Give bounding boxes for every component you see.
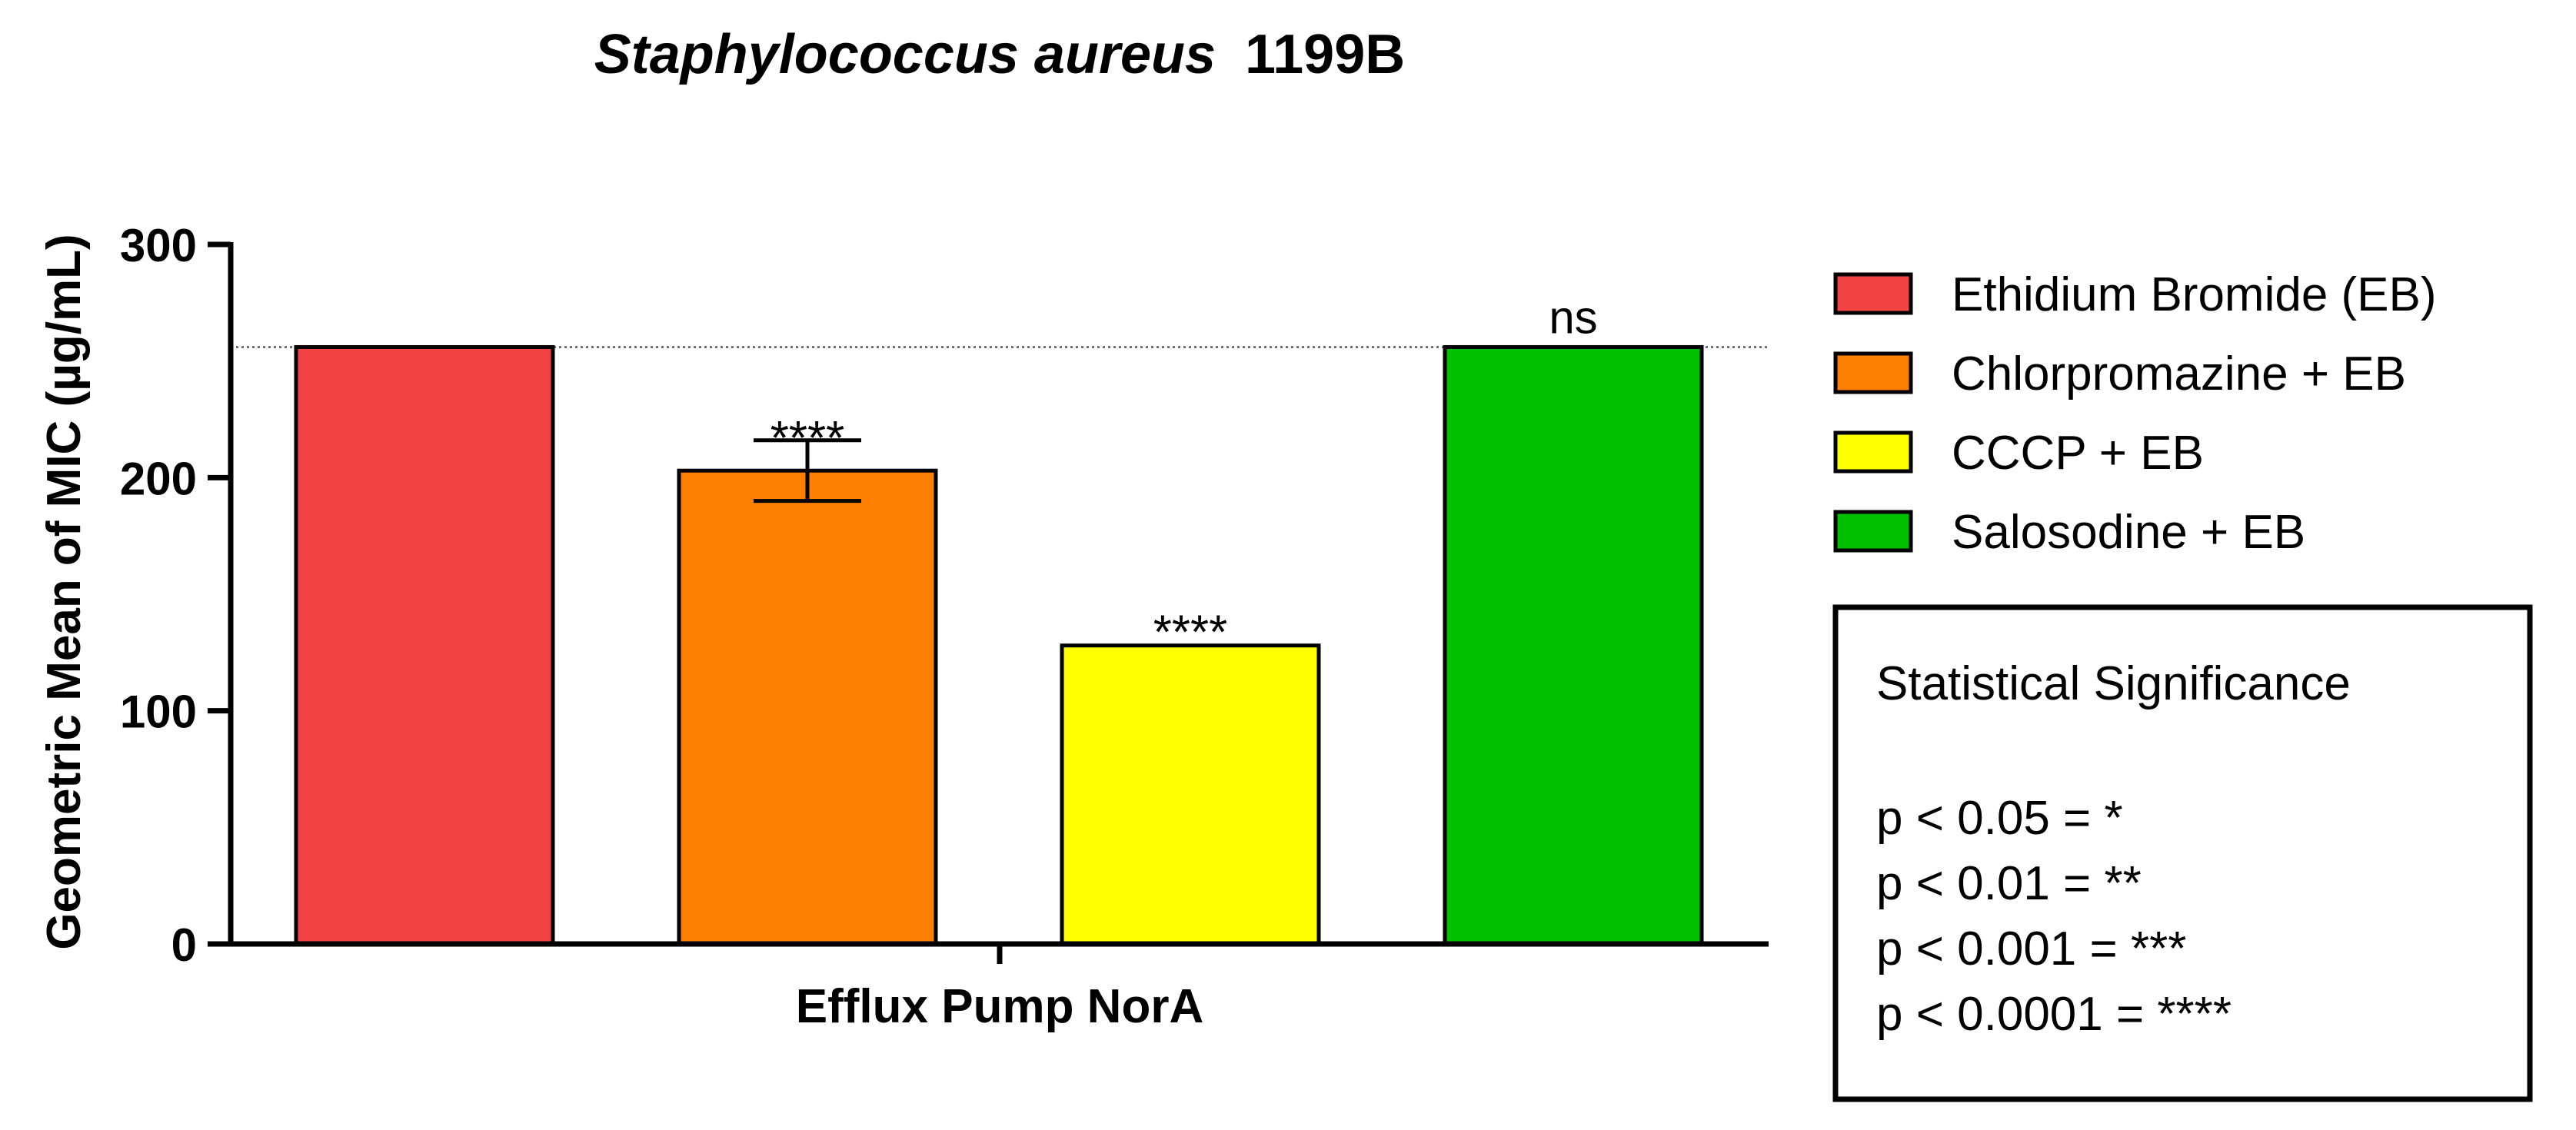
y-tick-label-0: 0 bbox=[171, 919, 197, 971]
y-tick-label-200: 200 bbox=[120, 453, 197, 504]
chart-title-strain: 1199B bbox=[1245, 24, 1405, 85]
legend-swatch-3 bbox=[1833, 430, 1913, 474]
significance-line-2: p < 0.01 = ** bbox=[1876, 857, 2142, 910]
legend-label-4: Salosodine + EB bbox=[1952, 506, 2305, 559]
chart-title: Staphylococcus aureus 1199B bbox=[594, 24, 1406, 85]
bar-1 bbox=[294, 344, 555, 946]
y-tick-label-100: 100 bbox=[120, 686, 197, 738]
significance-label-3: **** bbox=[1153, 607, 1228, 660]
y-tick-label-300: 300 bbox=[120, 220, 197, 271]
legend-label-2: Chlorpromazine + EB bbox=[1952, 347, 2406, 400]
legend: Ethidium Bromide (EB) Chlorpromazine + EB… bbox=[1833, 268, 2437, 559]
significance-label-2: **** bbox=[770, 412, 845, 465]
significance-box-title: Statistical Significance bbox=[1876, 657, 2351, 710]
bar-2 bbox=[677, 468, 938, 946]
significance-box-frame bbox=[1832, 604, 2533, 1102]
legend-swatch-1 bbox=[1833, 272, 1913, 315]
bar-3 bbox=[1060, 643, 1321, 946]
legend-label-3: CCCP + EB bbox=[1952, 427, 2204, 480]
legend-swatch-4 bbox=[1833, 510, 1913, 553]
y-axis-label: Geometric Mean of MIC (µg/mL) bbox=[38, 234, 91, 949]
legend-label-1: Ethidium Bromide (EB) bbox=[1952, 268, 2437, 321]
legend-swatch-2 bbox=[1833, 351, 1913, 394]
significance-label-4: ns bbox=[1549, 291, 1597, 343]
plot-area: **** **** ns 0 100 200 300 bbox=[120, 220, 1769, 971]
chart-title-italic: Staphylococcus aureus bbox=[594, 24, 1216, 85]
bar-4 bbox=[1443, 344, 1704, 946]
x-axis-label: Efflux Pump NorA bbox=[796, 980, 1203, 1033]
significance-line-4: p < 0.0001 = **** bbox=[1876, 988, 2232, 1041]
significance-line-3: p < 0.001 = *** bbox=[1876, 922, 2186, 975]
significance-line-1: p < 0.05 = * bbox=[1876, 792, 2123, 845]
significance-box: Statistical Significance p < 0.05 = * p < … bbox=[1832, 604, 2533, 1102]
